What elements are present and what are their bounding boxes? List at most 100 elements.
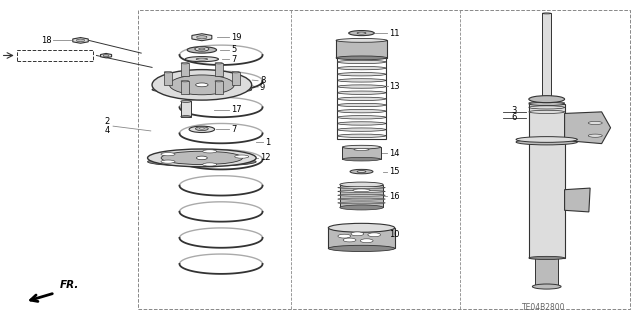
Bar [17, 50, 93, 61]
Ellipse shape [337, 72, 386, 76]
Ellipse shape [338, 234, 351, 238]
Ellipse shape [203, 163, 217, 166]
Ellipse shape [336, 39, 387, 42]
Ellipse shape [532, 284, 561, 289]
Ellipse shape [180, 100, 191, 102]
Ellipse shape [328, 223, 395, 232]
Ellipse shape [529, 102, 564, 106]
Ellipse shape [338, 187, 385, 189]
Text: B-27-10: B-27-10 [41, 53, 68, 58]
Text: TE04B2800: TE04B2800 [522, 303, 565, 312]
Ellipse shape [340, 205, 383, 210]
Ellipse shape [529, 101, 564, 105]
Ellipse shape [148, 157, 256, 166]
Ellipse shape [161, 160, 175, 163]
Ellipse shape [170, 75, 234, 95]
Ellipse shape [337, 128, 386, 131]
Text: 9: 9 [260, 83, 265, 92]
Text: 4: 4 [104, 126, 109, 135]
Ellipse shape [328, 245, 395, 252]
Ellipse shape [354, 149, 369, 151]
Polygon shape [100, 53, 111, 58]
Ellipse shape [337, 134, 386, 137]
Text: 16: 16 [389, 191, 399, 201]
Polygon shape [564, 112, 611, 144]
Ellipse shape [338, 198, 385, 200]
Ellipse shape [337, 115, 386, 119]
Text: 1: 1 [265, 137, 270, 146]
Bar [164, 72, 172, 85]
Ellipse shape [189, 126, 214, 132]
Bar [215, 81, 223, 94]
Ellipse shape [349, 31, 374, 36]
Bar [328, 228, 395, 249]
Text: 3: 3 [511, 106, 516, 115]
Text: FR.: FR. [60, 280, 79, 290]
Text: 17: 17 [231, 105, 242, 114]
Bar [340, 185, 383, 207]
Text: 5: 5 [231, 45, 237, 55]
Ellipse shape [152, 86, 252, 93]
Ellipse shape [337, 85, 386, 88]
Bar [337, 41, 386, 139]
Ellipse shape [337, 54, 386, 57]
Ellipse shape [215, 80, 223, 82]
Ellipse shape [152, 70, 252, 100]
Ellipse shape [529, 256, 564, 260]
Ellipse shape [338, 190, 385, 192]
Text: 19: 19 [231, 33, 242, 42]
Text: 13: 13 [389, 82, 399, 91]
Ellipse shape [337, 79, 386, 82]
Ellipse shape [357, 32, 366, 34]
Text: 12: 12 [260, 153, 271, 162]
Ellipse shape [187, 47, 216, 53]
Ellipse shape [340, 182, 383, 187]
Ellipse shape [185, 56, 218, 62]
Text: 10: 10 [389, 230, 399, 239]
Bar [336, 41, 387, 58]
Ellipse shape [337, 97, 386, 100]
Bar [181, 63, 189, 76]
Text: 14: 14 [389, 149, 399, 158]
Bar [535, 258, 558, 286]
Ellipse shape [338, 202, 385, 204]
Ellipse shape [535, 285, 558, 288]
Ellipse shape [337, 91, 386, 94]
Ellipse shape [337, 66, 386, 70]
Ellipse shape [195, 127, 208, 130]
Ellipse shape [215, 63, 223, 64]
Polygon shape [564, 188, 590, 212]
Ellipse shape [203, 150, 217, 153]
Ellipse shape [529, 106, 564, 109]
Ellipse shape [529, 110, 564, 114]
Ellipse shape [588, 122, 602, 124]
Ellipse shape [588, 134, 602, 137]
Text: 18: 18 [41, 36, 52, 45]
Ellipse shape [235, 155, 249, 158]
Ellipse shape [337, 109, 386, 113]
Ellipse shape [181, 63, 189, 64]
Ellipse shape [337, 103, 386, 107]
Text: 15: 15 [389, 167, 399, 176]
Bar [181, 81, 189, 94]
Text: 8: 8 [260, 76, 266, 85]
Ellipse shape [148, 149, 256, 167]
Bar [180, 101, 191, 117]
Ellipse shape [336, 56, 387, 60]
Ellipse shape [196, 156, 207, 160]
Ellipse shape [351, 232, 364, 236]
Text: 6: 6 [511, 113, 516, 122]
Ellipse shape [529, 96, 564, 103]
Ellipse shape [350, 169, 373, 174]
Polygon shape [192, 34, 212, 41]
Ellipse shape [199, 128, 204, 129]
Text: 7: 7 [231, 125, 237, 134]
Ellipse shape [341, 42, 382, 45]
Polygon shape [73, 38, 88, 43]
Ellipse shape [196, 58, 207, 60]
Ellipse shape [343, 238, 356, 242]
Polygon shape [77, 39, 84, 42]
Ellipse shape [353, 189, 370, 192]
Bar [232, 72, 239, 85]
Text: 2: 2 [104, 117, 109, 126]
